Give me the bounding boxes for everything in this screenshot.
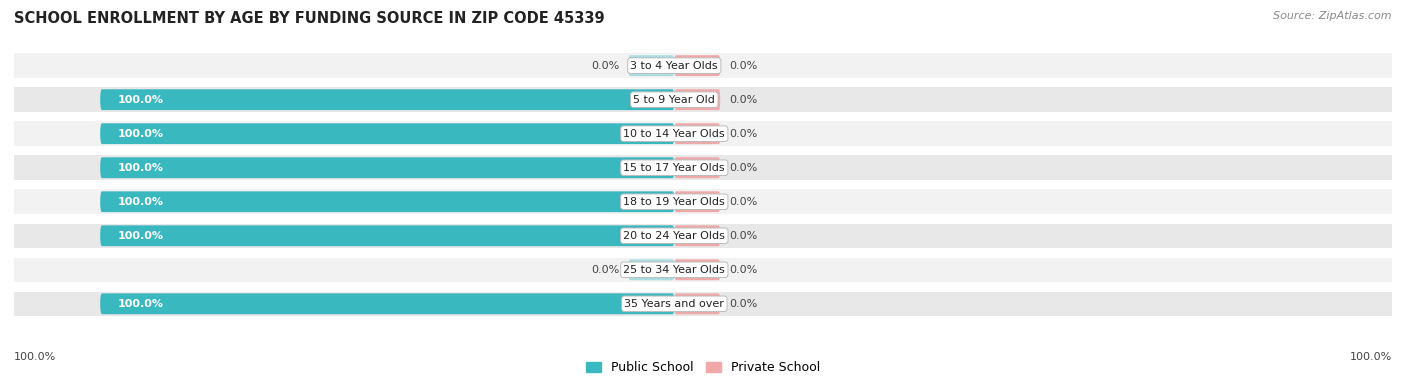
FancyBboxPatch shape [675, 123, 720, 144]
FancyBboxPatch shape [100, 123, 675, 144]
FancyBboxPatch shape [675, 293, 720, 314]
FancyBboxPatch shape [675, 89, 720, 110]
Text: 100.0%: 100.0% [117, 163, 163, 173]
FancyBboxPatch shape [100, 225, 675, 246]
Text: 0.0%: 0.0% [728, 163, 756, 173]
Text: 0.0%: 0.0% [592, 61, 620, 70]
Text: 18 to 19 Year Olds: 18 to 19 Year Olds [623, 197, 725, 207]
Text: 0.0%: 0.0% [728, 95, 756, 105]
Text: 100.0%: 100.0% [1350, 352, 1392, 362]
Text: 100.0%: 100.0% [117, 129, 163, 139]
Text: 0.0%: 0.0% [728, 61, 756, 70]
Text: 3 to 4 Year Olds: 3 to 4 Year Olds [630, 61, 718, 70]
FancyBboxPatch shape [100, 157, 675, 178]
Text: 35 Years and over: 35 Years and over [624, 299, 724, 309]
Text: 10 to 14 Year Olds: 10 to 14 Year Olds [623, 129, 725, 139]
Bar [14, 87, 1392, 112]
Text: 100.0%: 100.0% [117, 231, 163, 241]
FancyBboxPatch shape [675, 192, 720, 212]
Text: 25 to 34 Year Olds: 25 to 34 Year Olds [623, 265, 725, 275]
Text: 5 to 9 Year Old: 5 to 9 Year Old [633, 95, 716, 105]
Text: 100.0%: 100.0% [117, 299, 163, 309]
Text: 0.0%: 0.0% [728, 129, 756, 139]
Text: 0.0%: 0.0% [728, 299, 756, 309]
FancyBboxPatch shape [675, 259, 720, 280]
FancyBboxPatch shape [100, 293, 675, 314]
FancyBboxPatch shape [675, 55, 720, 76]
Bar [14, 54, 1392, 78]
Text: 0.0%: 0.0% [728, 231, 756, 241]
Bar [14, 257, 1392, 282]
FancyBboxPatch shape [675, 157, 720, 178]
Bar [14, 190, 1392, 214]
Text: 0.0%: 0.0% [592, 265, 620, 275]
FancyBboxPatch shape [628, 259, 675, 280]
Legend: Public School, Private School: Public School, Private School [581, 356, 825, 377]
Bar [14, 121, 1392, 146]
Text: 15 to 17 Year Olds: 15 to 17 Year Olds [623, 163, 725, 173]
Text: Source: ZipAtlas.com: Source: ZipAtlas.com [1274, 11, 1392, 21]
FancyBboxPatch shape [100, 192, 675, 212]
Text: 100.0%: 100.0% [117, 95, 163, 105]
Bar [14, 291, 1392, 316]
Bar [14, 155, 1392, 180]
Text: SCHOOL ENROLLMENT BY AGE BY FUNDING SOURCE IN ZIP CODE 45339: SCHOOL ENROLLMENT BY AGE BY FUNDING SOUR… [14, 11, 605, 26]
Text: 0.0%: 0.0% [728, 197, 756, 207]
FancyBboxPatch shape [675, 225, 720, 246]
Text: 0.0%: 0.0% [728, 265, 756, 275]
Text: 20 to 24 Year Olds: 20 to 24 Year Olds [623, 231, 725, 241]
FancyBboxPatch shape [628, 55, 675, 76]
Text: 100.0%: 100.0% [117, 197, 163, 207]
FancyBboxPatch shape [100, 89, 675, 110]
Text: 100.0%: 100.0% [14, 352, 56, 362]
Bar [14, 224, 1392, 248]
